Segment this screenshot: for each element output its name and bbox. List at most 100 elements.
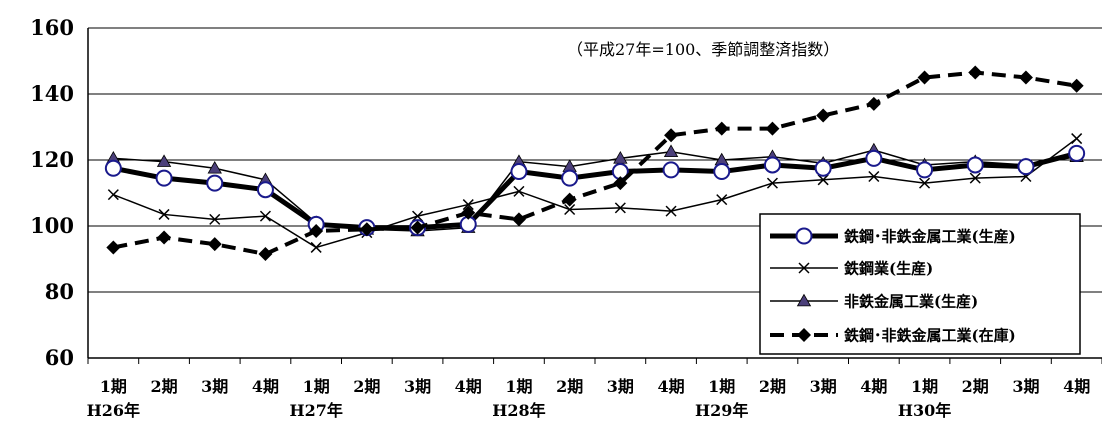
- x-tick-label: 4期: [657, 377, 684, 396]
- year-label: H26年: [87, 401, 140, 420]
- data-point: [462, 199, 474, 211]
- data-point: [817, 174, 829, 186]
- data-point: [798, 262, 810, 274]
- data-point: [158, 208, 170, 220]
- data-point-stroke: [158, 208, 170, 220]
- y-tick-label: 60: [45, 345, 74, 370]
- data-point: [207, 237, 222, 252]
- data-point: [206, 174, 224, 192]
- x-tick-label: 1期: [100, 377, 127, 396]
- data-point: [966, 156, 984, 174]
- series-line: [113, 149, 1077, 232]
- data-point-stroke: [310, 241, 322, 253]
- data-point: [796, 293, 812, 307]
- data-point: [765, 121, 780, 136]
- data-point: [968, 65, 983, 80]
- data-point: [613, 176, 628, 191]
- legend: 鉄鋼･非鉄金属工業(生産) 鉄鋼業(生産) 非鉄金属工業(生産) 鉄鋼･非鉄金属工業(…: [759, 213, 1081, 355]
- year-label: H30年: [898, 401, 951, 420]
- data-point: [713, 163, 731, 181]
- data-point: [564, 203, 576, 216]
- data-point: [614, 202, 626, 214]
- data-point: [1071, 133, 1083, 145]
- data-point: [763, 156, 781, 174]
- x-tick-label: 2期: [556, 377, 583, 396]
- data-point: [665, 205, 677, 217]
- y-tick-label: 120: [30, 147, 74, 172]
- series-line: [112, 70, 1077, 257]
- year-labels: H26年 H27年 H28年 H29年 H30年: [87, 401, 952, 420]
- data-point: [207, 160, 222, 174]
- x-tick-label: 2期: [759, 377, 786, 396]
- data-point-stroke: [412, 210, 424, 222]
- data-point: [410, 220, 425, 235]
- legend-item-0: 鉄鋼･非鉄金属工業(生産): [770, 227, 1016, 246]
- data-point-stroke: [766, 177, 778, 189]
- axes: [87, 28, 1102, 364]
- data-point-stroke: [564, 203, 576, 216]
- data-point-stroke: [107, 189, 119, 201]
- x-tick-label: 2期: [150, 377, 177, 396]
- data-point: [309, 223, 324, 238]
- y-tick-label: 160: [30, 15, 74, 40]
- x-tick-label: 4期: [455, 377, 482, 396]
- data-point: [868, 170, 880, 183]
- legend-item-3: 鉄鋼･非鉄金属工業(在庫): [770, 327, 1016, 345]
- data-point-stroke: [1071, 133, 1083, 145]
- data-point: [259, 210, 271, 222]
- data-point: [461, 205, 476, 220]
- series-line: [113, 137, 1078, 249]
- y-tick-label: 100: [30, 213, 74, 238]
- data-point-stroke: [798, 262, 810, 274]
- data-point: [1068, 144, 1086, 162]
- legend-item-2: 非鉄金属工業(生産): [770, 293, 978, 311]
- data-point: [513, 185, 525, 197]
- y-tick-labels: 60 80 100 120 140 160: [30, 15, 74, 370]
- x-tick-label: 1期: [708, 377, 735, 396]
- data-point: [258, 247, 273, 262]
- x-tick-label: 4期: [1063, 377, 1090, 396]
- data-point: [562, 192, 577, 207]
- data-point: [1018, 70, 1033, 85]
- data-point: [797, 328, 811, 342]
- data-point: [209, 213, 221, 225]
- data-point: [157, 230, 172, 245]
- data-point: [155, 169, 173, 187]
- data-point: [107, 189, 119, 201]
- x-tick-label: 3期: [810, 377, 837, 396]
- series-1: [107, 133, 1083, 253]
- data-point-stroke: [969, 172, 981, 184]
- data-point: [662, 161, 680, 179]
- x-tick-label: 3期: [404, 377, 431, 396]
- x-tick-label: 3期: [607, 377, 634, 396]
- data-point: [716, 194, 728, 206]
- data-point: [919, 177, 931, 189]
- data-point: [766, 177, 778, 189]
- legend-label: 鉄鋼･非鉄金属工業(生産): [844, 228, 1016, 246]
- data-point: [412, 210, 424, 222]
- data-point: [917, 70, 932, 85]
- data-point-stroke: [462, 199, 474, 211]
- data-point-stroke: [817, 174, 829, 186]
- legend-label: 鉄鋼･非鉄金属工業(在庫): [844, 327, 1016, 345]
- data-point: [795, 227, 813, 245]
- data-point-stroke: [665, 205, 677, 217]
- data-point: [511, 212, 526, 227]
- data-point: [1069, 78, 1084, 93]
- legend-label: 非鉄金属工業(生産): [844, 293, 978, 311]
- x-tick-label: 2期: [353, 377, 380, 396]
- data-point-stroke: [716, 194, 728, 206]
- data-point-stroke: [209, 213, 221, 225]
- data-point: [106, 240, 121, 255]
- data-point: [561, 169, 579, 187]
- data-point: [156, 154, 172, 167]
- chart-annotation: （平成27年=100、季節調整済指数）: [567, 40, 839, 59]
- data-point: [714, 121, 729, 136]
- x-tick-label: 3期: [1012, 377, 1039, 396]
- data-point: [256, 181, 274, 199]
- series-3: [106, 65, 1084, 262]
- data-point: [1017, 158, 1035, 176]
- data-point: [814, 159, 832, 177]
- data-point: [310, 241, 322, 253]
